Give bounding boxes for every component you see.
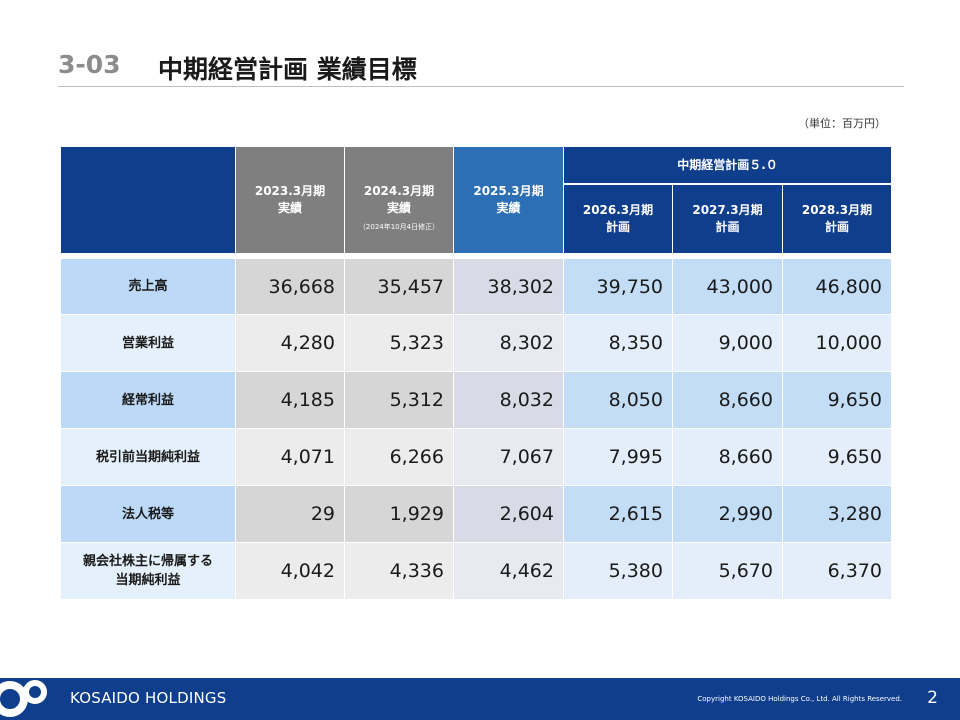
table-cell: 5,380 xyxy=(564,543,673,600)
table-cell: 5,312 xyxy=(345,372,454,429)
table-cell: 7,995 xyxy=(564,429,673,486)
column-type: 実績 xyxy=(496,201,521,215)
column-year: 2023.3月期 xyxy=(254,184,326,198)
revision-note: （2024年10月4日修正） xyxy=(358,222,440,231)
table-cell: 8,302 xyxy=(454,315,564,372)
table-cell: 8,660 xyxy=(673,372,783,429)
table-cell: 3,280 xyxy=(783,486,892,543)
row-label: 親会社株主に帰属する 当期純利益 xyxy=(61,543,236,600)
table-cell: 4,071 xyxy=(236,429,345,486)
performance-target-table: 2023.3月期 実績 2024.3月期 実績 （2024年10月4日修正） 2… xyxy=(61,147,892,600)
column-type: 計画 xyxy=(824,220,849,234)
table-row-income-taxes: 法人税等 29 1,929 2,604 2,615 2,990 3,280 xyxy=(61,486,892,543)
column-header-2027: 2027.3月期 計画 xyxy=(673,185,783,254)
row-label: 法人税等 xyxy=(61,486,236,543)
section-number: 3-03 xyxy=(58,50,121,79)
table-cell: 7,067 xyxy=(454,429,564,486)
table-cell: 8,350 xyxy=(564,315,673,372)
row-label: 経常利益 xyxy=(61,372,236,429)
table-cell: 9,000 xyxy=(673,315,783,372)
column-type: 計画 xyxy=(715,220,740,234)
table-row-operating-profit: 営業利益 4,280 5,323 8,302 8,350 9,000 10,00… xyxy=(61,315,892,372)
page-title: 中期経営計画 業績目標 xyxy=(158,55,417,84)
table-cell: 8,032 xyxy=(454,372,564,429)
table-cell: 8,660 xyxy=(673,429,783,486)
table-cell: 4,185 xyxy=(236,372,345,429)
table-cell: 36,668 xyxy=(236,259,345,315)
title-divider xyxy=(58,86,904,87)
table-cell: 4,462 xyxy=(454,543,564,600)
table-cell: 43,000 xyxy=(673,259,783,315)
table-row-pretax-profit: 税引前当期純利益 4,071 6,266 7,067 7,995 8,660 9… xyxy=(61,429,892,486)
row-label: 税引前当期純利益 xyxy=(61,429,236,486)
table-cell: 2,604 xyxy=(454,486,564,543)
corner-header-cell xyxy=(61,147,236,254)
table-cell: 10,000 xyxy=(783,315,892,372)
table-cell: 1,929 xyxy=(345,486,454,543)
table-cell: 35,457 xyxy=(345,259,454,315)
table-cell: 38,302 xyxy=(454,259,564,315)
table-cell: 6,370 xyxy=(783,543,892,600)
table-cell: 6,266 xyxy=(345,429,454,486)
table-cell: 4,336 xyxy=(345,543,454,600)
column-header-2028: 2028.3月期 計画 xyxy=(783,185,892,254)
column-header-2025: 2025.3月期 実績 xyxy=(454,147,564,254)
header-spacer xyxy=(61,254,892,259)
table-cell: 4,042 xyxy=(236,543,345,600)
footer-bar: KOSAIDO HOLDINGS Copyright KOSAIDO Holdi… xyxy=(0,678,960,720)
column-header-2023: 2023.3月期 実績 xyxy=(236,147,345,254)
table-cell: 2,990 xyxy=(673,486,783,543)
mid-term-plan-group-header: 中期経営計画５.０ xyxy=(564,147,892,185)
table-cell: 4,280 xyxy=(236,315,345,372)
table-cell: 46,800 xyxy=(783,259,892,315)
table-cell: 39,750 xyxy=(564,259,673,315)
table-row-net-sales: 売上高 36,668 35,457 38,302 39,750 43,000 4… xyxy=(61,259,892,315)
column-year: 2025.3月期 xyxy=(473,184,544,198)
column-type: 実績 xyxy=(386,200,411,215)
table-cell: 29 xyxy=(236,486,345,543)
column-year: 2028.3月期 xyxy=(801,203,873,217)
table-cell: 9,650 xyxy=(783,429,892,486)
column-header-2024: 2024.3月期 実績 （2024年10月4日修正） xyxy=(345,147,454,254)
row-label: 営業利益 xyxy=(61,315,236,372)
unit-note: （単位：百万円） xyxy=(798,117,886,130)
brand-name: KOSAIDO HOLDINGS xyxy=(70,689,227,707)
column-year: 2026.3月期 xyxy=(582,203,654,217)
table-row-net-income-parent: 親会社株主に帰属する 当期純利益 4,042 4,336 4,462 5,380… xyxy=(61,543,892,600)
kosaido-logo-icon xyxy=(0,680,47,717)
table-cell: 5,323 xyxy=(345,315,454,372)
column-type: 計画 xyxy=(605,220,630,234)
column-year: 2027.3月期 xyxy=(692,203,763,217)
copyright-text: Copyright KOSAIDO Holdings Co., Ltd. All… xyxy=(697,695,902,703)
table-cell: 5,670 xyxy=(673,543,783,600)
table-cell: 2,615 xyxy=(564,486,673,543)
table-row-ordinary-profit: 経常利益 4,185 5,312 8,032 8,050 8,660 9,650 xyxy=(61,372,892,429)
column-year: 2024.3月期 xyxy=(363,183,435,198)
column-header-2026: 2026.3月期 計画 xyxy=(564,185,673,254)
row-label: 売上高 xyxy=(61,259,236,315)
page-number: 2 xyxy=(927,688,938,708)
table-cell: 8,050 xyxy=(564,372,673,429)
table-cell: 9,650 xyxy=(783,372,892,429)
column-type: 実績 xyxy=(277,201,302,215)
